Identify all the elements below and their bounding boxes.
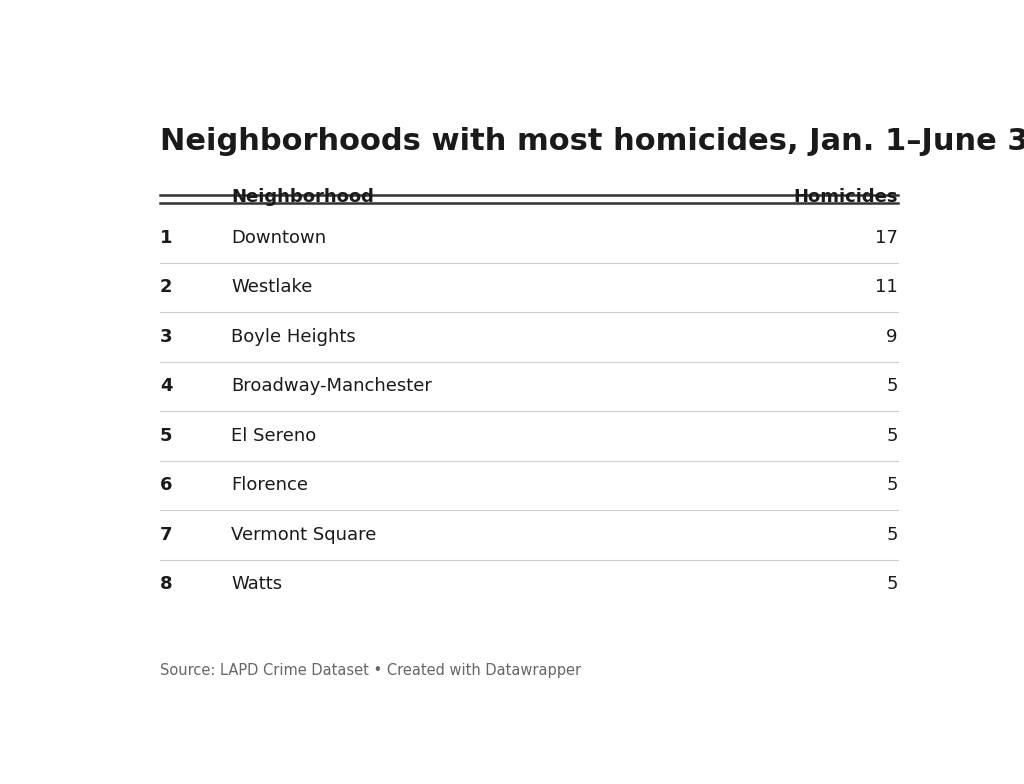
Text: 17: 17 <box>874 229 898 247</box>
Text: 5: 5 <box>887 575 898 593</box>
Text: 5: 5 <box>887 476 898 494</box>
Text: 6: 6 <box>160 476 172 494</box>
Text: Boyle Heights: Boyle Heights <box>231 328 356 346</box>
Text: 5: 5 <box>160 426 172 445</box>
Text: 11: 11 <box>876 278 898 296</box>
Text: 5: 5 <box>887 526 898 544</box>
Text: El Sereno: El Sereno <box>231 426 316 445</box>
Text: Broadway-Manchester: Broadway-Manchester <box>231 377 432 395</box>
Text: 5: 5 <box>887 377 898 395</box>
Text: Westlake: Westlake <box>231 278 312 296</box>
Text: Source: LAPD Crime Dataset • Created with Datawrapper: Source: LAPD Crime Dataset • Created wit… <box>160 663 581 678</box>
Text: 3: 3 <box>160 328 172 346</box>
Text: 2: 2 <box>160 278 172 296</box>
Text: 4: 4 <box>160 377 172 395</box>
Text: 9: 9 <box>887 328 898 346</box>
Text: Homicides: Homicides <box>794 187 898 205</box>
Text: 7: 7 <box>160 526 172 544</box>
Text: 8: 8 <box>160 575 172 593</box>
Text: Neighborhoods with most homicides, Jan. 1–June 30: Neighborhoods with most homicides, Jan. … <box>160 127 1024 156</box>
Text: 1: 1 <box>160 229 172 247</box>
Text: 5: 5 <box>887 426 898 445</box>
Text: Watts: Watts <box>231 575 283 593</box>
Text: Downtown: Downtown <box>231 229 327 247</box>
Text: Florence: Florence <box>231 476 308 494</box>
Text: Neighborhood: Neighborhood <box>231 187 374 205</box>
Text: Vermont Square: Vermont Square <box>231 526 377 544</box>
